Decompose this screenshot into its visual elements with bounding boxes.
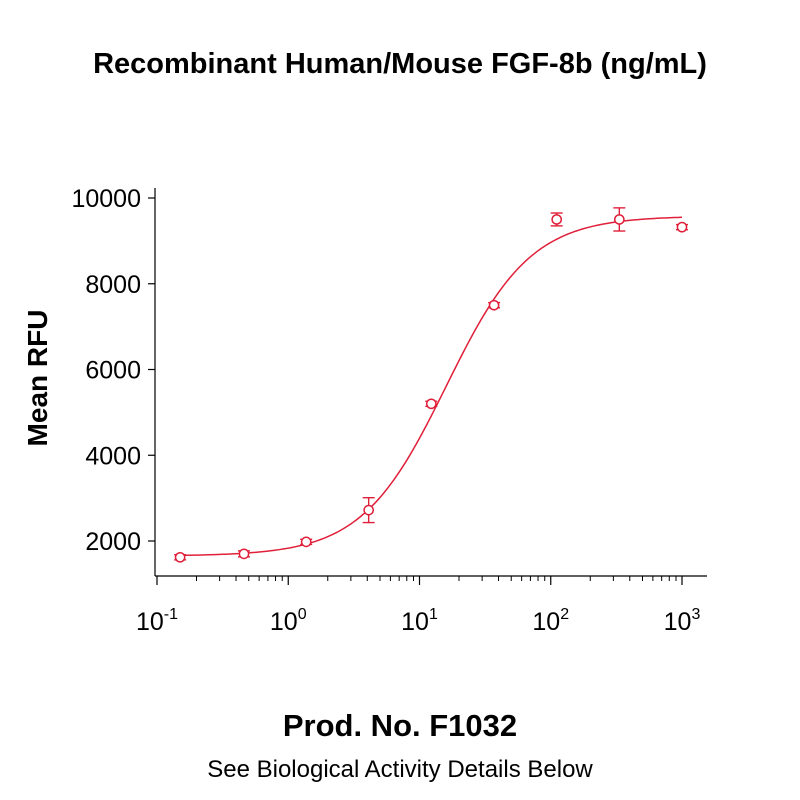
point-marker [238, 548, 250, 560]
point-marker [613, 214, 625, 225]
biological-activity-note: See Biological Activity Details Below [207, 756, 593, 783]
y-tick-label: 6000 [85, 357, 141, 385]
point-marker [300, 536, 312, 548]
x-tick-label: 102 [532, 606, 569, 636]
x-tick-label: 10-1 [136, 606, 178, 636]
point-marker [174, 551, 186, 563]
point-marker [551, 214, 563, 225]
y-tick-label: 4000 [85, 442, 141, 470]
y-tick-label: 10000 [71, 185, 141, 213]
y-tick-label: 8000 [85, 271, 141, 299]
data-points-layer [174, 207, 688, 563]
fit-curve [180, 216, 683, 557]
data-point [613, 207, 626, 232]
data-point [425, 398, 438, 410]
x-tick-label: 101 [401, 606, 438, 636]
x-tick-label: 103 [664, 606, 701, 636]
point-marker [488, 299, 500, 311]
product-number: Prod. No. F1032 [282, 708, 518, 743]
axes: 2000 4000 6000 8000 10000 10-1 100 101 102 103 [71, 185, 707, 636]
data-point [362, 496, 375, 524]
data-point [300, 536, 313, 548]
fit-curve-layer [180, 216, 683, 557]
point-marker [676, 221, 688, 233]
point-marker [425, 398, 437, 410]
data-point [237, 548, 250, 560]
y-tick-label: 2000 [85, 528, 141, 556]
data-point [550, 212, 563, 227]
data-point [488, 299, 501, 311]
data-point [676, 221, 688, 233]
chart-title: Recombinant Human/Mouse FGF-8b (ng/mL) [93, 48, 707, 80]
point-marker [363, 504, 375, 516]
data-point [174, 551, 187, 563]
x-tick-label: 100 [270, 606, 307, 636]
